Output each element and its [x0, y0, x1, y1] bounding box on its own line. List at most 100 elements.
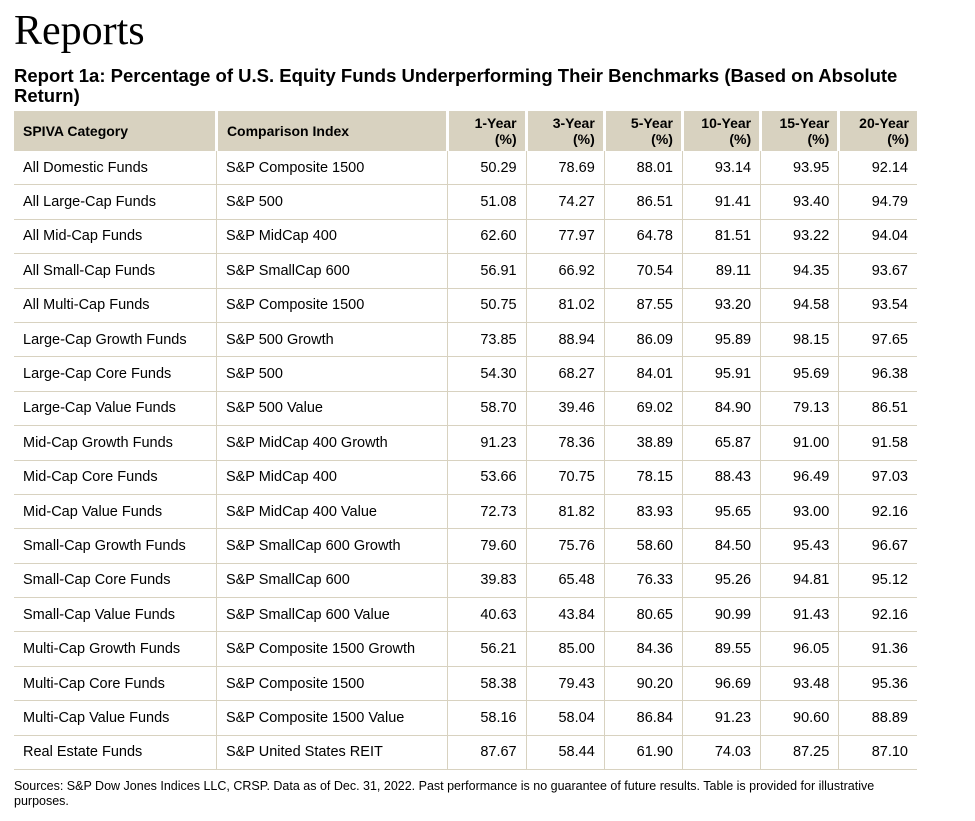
- category-cell: Small-Cap Growth Funds: [14, 528, 217, 564]
- value-cell: 40.63: [447, 597, 527, 632]
- index-cell: S&P SmallCap 600 Growth: [215, 528, 448, 564]
- index-cell: S&P Composite 1500 Value: [215, 700, 448, 736]
- value-cell: 58.60: [603, 528, 683, 564]
- value-cell: 94.04: [838, 218, 917, 254]
- column-header: 1-Year (%): [446, 111, 527, 151]
- index-cell: S&P SmallCap 600: [215, 562, 448, 598]
- value-cell: 38.89: [603, 425, 683, 461]
- value-cell: 39.46: [525, 390, 605, 426]
- category-cell: Mid-Cap Value Funds: [14, 493, 217, 529]
- value-cell: 95.26: [681, 562, 761, 598]
- index-cell: S&P Composite 1500 Growth: [215, 631, 448, 667]
- category-cell: Small-Cap Value Funds: [14, 597, 217, 632]
- value-cell: 92.16: [838, 597, 917, 632]
- column-header-label: Comparison Index: [226, 122, 350, 139]
- value-cell: 51.08: [447, 184, 527, 220]
- value-cell: 58.44: [525, 734, 605, 771]
- column-header: Comparison Index: [214, 111, 448, 151]
- column-header-label: 20-Year: [859, 114, 909, 131]
- value-cell: 92.14: [838, 149, 917, 185]
- column-header: 3-Year (%): [524, 111, 605, 151]
- category-cell: Multi-Cap Core Funds: [14, 665, 217, 701]
- category-cell: Mid-Cap Core Funds: [14, 459, 217, 495]
- value-cell: 87.55: [603, 287, 683, 323]
- value-cell: 93.14: [681, 149, 761, 185]
- page-heading: Reports: [14, 8, 145, 54]
- table-row: All Multi-Cap Funds S&P Composite 1500 50.…: [14, 287, 917, 323]
- column-header-label: 5-Year: [630, 114, 673, 131]
- value-cell: 50.29: [447, 149, 527, 185]
- index-cell: S&P Composite 1500: [215, 287, 448, 323]
- index-cell: S&P United States REIT: [215, 734, 448, 771]
- value-cell: 78.36: [525, 425, 605, 461]
- table-row: Mid-Cap Value Funds S&P MidCap 400 Value 7…: [14, 493, 917, 529]
- value-cell: 70.54: [603, 253, 683, 289]
- index-cell: S&P MidCap 400: [215, 459, 448, 495]
- value-cell: 96.67: [838, 528, 917, 564]
- value-cell: 88.89: [838, 700, 917, 736]
- value-cell: 98.15: [760, 321, 839, 357]
- index-cell: S&P MidCap 400: [215, 218, 448, 254]
- value-cell: 92.16: [838, 493, 917, 529]
- index-cell: S&P Composite 1500: [215, 149, 448, 185]
- value-cell: 97.03: [838, 459, 917, 495]
- table-row: Small-Cap Core Funds S&P SmallCap 600 39.8…: [14, 562, 917, 598]
- value-cell: 84.01: [603, 356, 683, 392]
- value-cell: 69.02: [603, 390, 683, 426]
- value-cell: 66.92: [525, 253, 605, 289]
- value-cell: 61.90: [603, 734, 683, 771]
- value-cell: 50.75: [447, 287, 527, 323]
- report-table: SPIVA Category Comparison Index 1-Year (%) 3…: [14, 111, 917, 771]
- source-note: Sources: S&P Dow Jones Indices LLC, CRSP…: [14, 779, 875, 808]
- value-cell: 73.85: [447, 321, 527, 357]
- table-row: All Domestic Funds S&P Composite 1500 50.2…: [14, 149, 917, 185]
- index-cell: S&P 500: [215, 356, 448, 392]
- category-cell: Mid-Cap Growth Funds: [14, 425, 217, 461]
- column-header: SPIVA Category: [14, 111, 217, 151]
- value-cell: 65.48: [525, 562, 605, 598]
- category-cell: Large-Cap Core Funds: [14, 356, 217, 392]
- value-cell: 93.22: [760, 218, 839, 254]
- value-cell: 39.83: [447, 562, 527, 598]
- value-cell: 70.75: [525, 459, 605, 495]
- value-cell: 81.02: [525, 287, 605, 323]
- value-cell: 90.60: [760, 700, 839, 736]
- index-cell: S&P Composite 1500: [215, 665, 448, 701]
- index-cell: S&P SmallCap 600: [215, 253, 448, 289]
- value-cell: 79.43: [525, 665, 605, 701]
- column-header-unit: (%): [807, 130, 830, 147]
- value-cell: 72.73: [447, 493, 527, 529]
- value-cell: 91.58: [838, 425, 917, 461]
- value-cell: 77.97: [525, 218, 605, 254]
- value-cell: 58.16: [447, 700, 527, 736]
- value-cell: 74.03: [681, 734, 761, 771]
- value-cell: 89.55: [681, 631, 761, 667]
- value-cell: 88.43: [681, 459, 761, 495]
- value-cell: 93.20: [681, 287, 761, 323]
- value-cell: 86.09: [603, 321, 683, 357]
- column-header: 10-Year (%): [680, 111, 761, 151]
- table-header: SPIVA Category Comparison Index 1-Year (%) 3…: [14, 111, 917, 151]
- value-cell: 79.60: [447, 528, 527, 564]
- value-cell: 43.84: [525, 597, 605, 632]
- value-cell: 54.30: [447, 356, 527, 392]
- column-header: 20-Year (%): [837, 111, 917, 151]
- value-cell: 88.94: [525, 321, 605, 357]
- value-cell: 62.60: [447, 218, 527, 254]
- table-row: Multi-Cap Value Funds S&P Composite 1500 …: [14, 700, 917, 736]
- value-cell: 83.93: [603, 493, 683, 529]
- value-cell: 95.43: [760, 528, 839, 564]
- column-header-unit: (%): [729, 130, 752, 147]
- column-header-unit: (%): [651, 130, 673, 147]
- value-cell: 85.00: [525, 631, 605, 667]
- value-cell: 76.33: [603, 562, 683, 598]
- column-header: 5-Year (%): [602, 111, 683, 151]
- value-cell: 87.67: [447, 734, 527, 771]
- category-cell: All Large-Cap Funds: [14, 184, 217, 220]
- value-cell: 84.50: [681, 528, 761, 564]
- category-cell: All Domestic Funds: [14, 149, 217, 185]
- value-cell: 53.66: [447, 459, 527, 495]
- value-cell: 86.51: [603, 184, 683, 220]
- table-row: Mid-Cap Growth Funds S&P MidCap 400 Growt…: [14, 425, 917, 461]
- value-cell: 56.91: [447, 253, 527, 289]
